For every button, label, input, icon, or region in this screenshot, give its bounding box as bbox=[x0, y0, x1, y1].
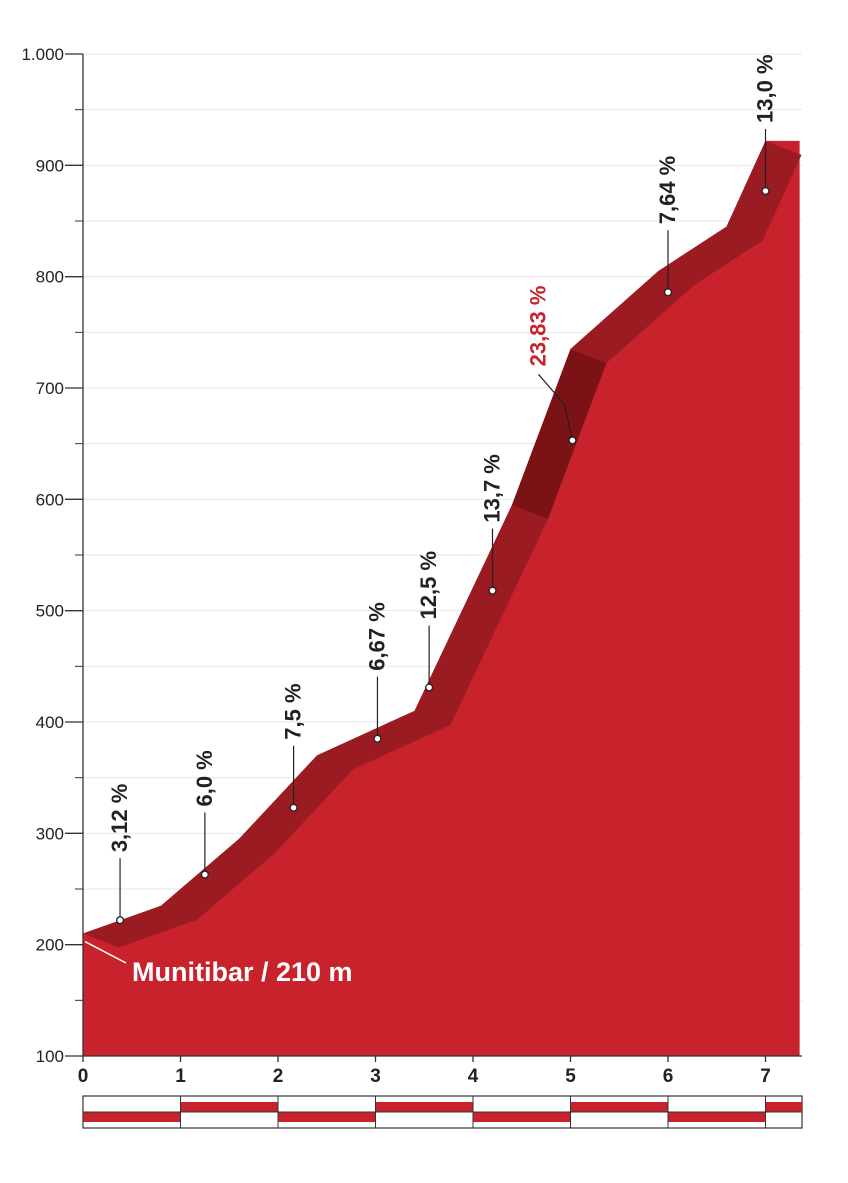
gradient-point bbox=[425, 683, 434, 692]
gradient-label: 12,5 % bbox=[416, 551, 441, 620]
gradient-marker: 13,7 % bbox=[480, 454, 505, 595]
gradient-point bbox=[663, 288, 673, 297]
y-tick-label: 700 bbox=[36, 379, 64, 398]
gradient-marker: 23,83 % bbox=[525, 286, 577, 445]
gradient-label: 3,12 % bbox=[107, 784, 132, 853]
gradient-label: 6,0 % bbox=[192, 750, 217, 806]
gradient-point bbox=[289, 803, 298, 812]
y-tick-label: 600 bbox=[36, 490, 64, 509]
profile-top-band bbox=[317, 710, 451, 770]
y-tick-label: 300 bbox=[36, 824, 64, 843]
gradient-point bbox=[200, 870, 209, 879]
gradient-point bbox=[373, 734, 382, 743]
y-tick-labels: 100 200 300 400 500 600 700 800 900 1.000 bbox=[21, 45, 64, 1066]
y-tick-label: 500 bbox=[36, 602, 64, 621]
gradient-label: 23,83 % bbox=[525, 286, 550, 367]
profile-top-band bbox=[414, 504, 548, 725]
gradient-marker: 7,64 % bbox=[655, 156, 680, 297]
gradient-label: 13,7 % bbox=[480, 454, 505, 523]
km-bar-segment bbox=[570, 1102, 668, 1112]
profile-area bbox=[83, 140, 802, 1057]
km-bar-segment bbox=[473, 1112, 571, 1122]
gradient-point bbox=[116, 916, 125, 925]
x-tick-label: 3 bbox=[370, 1066, 381, 1087]
gradient-marker: 7,5 % bbox=[281, 683, 306, 812]
km-bar-segment bbox=[83, 1112, 181, 1122]
x-tick-label: 2 bbox=[273, 1066, 284, 1087]
profile-top-band bbox=[239, 755, 353, 853]
gradient-point bbox=[488, 586, 497, 595]
x-tick-label: 1 bbox=[175, 1066, 186, 1087]
x-tick-label: 6 bbox=[663, 1066, 674, 1087]
km-bar-segment bbox=[278, 1112, 376, 1122]
gradient-labels: 3,12 % 6,0 % 7,5 % 6,67 % 12,5 % 13,7 % 23,83 … bbox=[107, 54, 778, 925]
km-bar-segment bbox=[375, 1102, 473, 1112]
y-tick-label: 800 bbox=[36, 268, 64, 287]
km-bar bbox=[82, 1095, 803, 1129]
start-label-leader bbox=[84, 940, 127, 964]
gradient-marker: 6,0 % bbox=[192, 750, 217, 879]
y-tick-label: 1.000 bbox=[21, 45, 64, 64]
gradient-marker: 12,5 % bbox=[416, 551, 441, 692]
km-bar-segment bbox=[668, 1112, 766, 1122]
profile-top-band bbox=[512, 349, 607, 519]
x-tick-label: 0 bbox=[78, 1066, 89, 1087]
gradient-point bbox=[568, 436, 577, 445]
y-tick-label: 400 bbox=[36, 713, 64, 732]
gradient-label: 7,64 % bbox=[655, 156, 680, 225]
profile-top-band bbox=[161, 838, 275, 920]
x-tick-labels: 0 1 2 3 4 5 6 7 bbox=[78, 1066, 771, 1087]
profile-top-band bbox=[83, 905, 197, 948]
x-tick-label: 5 bbox=[565, 1066, 576, 1087]
gradient-point bbox=[761, 186, 770, 195]
gradient-marker: 3,12 % bbox=[107, 784, 132, 925]
y-tick-label: 900 bbox=[36, 156, 64, 175]
gradient-marker: 13,0 % bbox=[753, 54, 778, 195]
leader-line bbox=[537, 373, 574, 441]
profile-top-band bbox=[658, 226, 763, 286]
x-tick-label: 7 bbox=[760, 1066, 771, 1087]
gradient-marker: 6,67 % bbox=[364, 602, 389, 743]
x-tick-label: 4 bbox=[468, 1066, 479, 1087]
profile-top-band bbox=[570, 271, 695, 364]
y-tick-label: 200 bbox=[36, 936, 64, 955]
start-location-label: Munitibar / 210 m bbox=[132, 957, 353, 987]
km-bar-segment bbox=[180, 1102, 278, 1112]
km-bar-segment bbox=[765, 1102, 802, 1112]
gradient-label: 13,0 % bbox=[753, 54, 778, 123]
y-tick-label: 100 bbox=[36, 1047, 64, 1066]
axes bbox=[65, 53, 802, 1062]
gradient-label: 6,67 % bbox=[364, 602, 389, 671]
gradient-label: 7,5 % bbox=[281, 683, 306, 739]
